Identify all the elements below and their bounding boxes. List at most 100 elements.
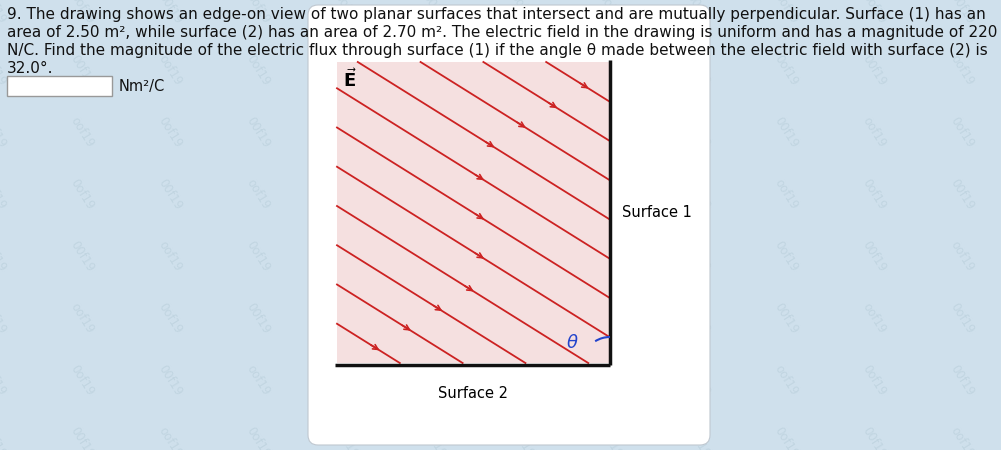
Text: 0of19: 0of19 (0, 425, 9, 450)
Text: 00f19: 00f19 (948, 176, 977, 212)
Text: 00f19: 00f19 (0, 301, 9, 336)
Text: 00f19: 00f19 (332, 238, 361, 274)
Text: oof19: oof19 (156, 239, 185, 274)
Text: oof19: oof19 (772, 363, 801, 398)
Text: 0of19: 0of19 (860, 0, 889, 26)
Text: N/C. Find the magnitude of the electric flux through surface (1) if the angle θ : N/C. Find the magnitude of the electric … (7, 43, 988, 58)
Text: 00f19: 00f19 (772, 301, 801, 336)
Text: oof19: oof19 (508, 177, 537, 212)
Text: 00f19: 00f19 (596, 424, 625, 450)
Text: 0of19: 0of19 (596, 363, 625, 398)
Text: 00f19: 00f19 (68, 238, 97, 274)
Text: 0of19: 0of19 (244, 425, 273, 450)
Text: 00f19: 00f19 (332, 424, 361, 450)
Text: 0of19: 0of19 (156, 115, 185, 150)
Text: 0of19: 0of19 (948, 301, 977, 336)
Text: 00f19: 00f19 (508, 301, 537, 336)
Text: oof19: oof19 (948, 53, 977, 88)
Text: 0of19: 0of19 (0, 53, 9, 88)
Text: 00f19: 00f19 (420, 176, 449, 212)
Text: 0of19: 0of19 (332, 0, 360, 26)
Text: oof19: oof19 (68, 301, 97, 336)
Text: Nm²/C: Nm²/C (119, 78, 165, 94)
Text: oof19: oof19 (684, 425, 713, 450)
Text: 0of19: 0of19 (772, 53, 801, 88)
Text: oof19: oof19 (244, 363, 272, 398)
Text: 0of19: 0of19 (156, 301, 185, 336)
Text: oof19: oof19 (596, 115, 625, 150)
Text: Surface 1: Surface 1 (622, 205, 692, 220)
FancyBboxPatch shape (308, 5, 710, 445)
Text: 0of19: 0of19 (244, 238, 273, 274)
Text: oof19: oof19 (772, 0, 801, 26)
Text: 00f19: 00f19 (948, 362, 977, 398)
Text: 00f19: 00f19 (860, 238, 889, 274)
Text: 00f19: 00f19 (508, 114, 537, 150)
Text: 0of19: 0of19 (68, 0, 97, 26)
Text: 00f19: 00f19 (772, 114, 801, 150)
Text: oof19: oof19 (684, 239, 713, 274)
Text: oof19: oof19 (948, 425, 977, 450)
Text: 32.0°.: 32.0°. (7, 61, 53, 76)
Text: 00f19: 00f19 (948, 0, 977, 26)
Text: oof19: oof19 (420, 239, 448, 274)
Text: 00f19: 00f19 (420, 362, 449, 398)
Text: 00f19: 00f19 (684, 362, 713, 398)
Text: 00f19: 00f19 (0, 114, 9, 150)
Text: 0of19: 0of19 (772, 238, 801, 274)
Text: 0of19: 0of19 (0, 238, 9, 274)
Text: 9. The drawing shows an edge-on view of two planar surfaces that intersect and a: 9. The drawing shows an edge-on view of … (7, 7, 986, 22)
Text: 0of19: 0of19 (420, 115, 448, 150)
Text: 00f19: 00f19 (684, 0, 713, 26)
FancyBboxPatch shape (7, 76, 112, 96)
Text: 00f19: 00f19 (596, 238, 625, 274)
Text: 0of19: 0of19 (684, 115, 713, 150)
Text: oof19: oof19 (156, 425, 185, 450)
Text: oof19: oof19 (68, 115, 97, 150)
Text: oof19: oof19 (860, 301, 889, 336)
Text: 00f19: 00f19 (332, 52, 361, 88)
Text: 00f19: 00f19 (68, 424, 97, 450)
Text: oof19: oof19 (772, 177, 801, 212)
Bar (337, 62, 609, 363)
Text: oof19: oof19 (508, 363, 537, 398)
Text: 00f19: 00f19 (156, 362, 185, 398)
Text: 00f19: 00f19 (244, 301, 273, 336)
Text: $\vec{\mathbf{E}}$: $\vec{\mathbf{E}}$ (343, 68, 357, 91)
Text: 00f19: 00f19 (596, 52, 625, 88)
Text: 0of19: 0of19 (860, 363, 889, 398)
Text: $\theta$: $\theta$ (566, 334, 579, 352)
Text: 0of19: 0of19 (244, 53, 273, 88)
Text: 00f19: 00f19 (860, 424, 889, 450)
Text: 0of19: 0of19 (596, 0, 625, 26)
Text: Surface 2: Surface 2 (437, 386, 508, 400)
Text: oof19: oof19 (332, 115, 360, 150)
Text: oof19: oof19 (0, 0, 9, 26)
Text: 0of19: 0of19 (508, 53, 537, 88)
Text: 0of19: 0of19 (508, 425, 537, 450)
Text: oof19: oof19 (860, 115, 889, 150)
Text: 00f19: 00f19 (244, 114, 273, 150)
Text: 0of19: 0of19 (860, 176, 889, 212)
Text: 00f19: 00f19 (684, 176, 713, 212)
Text: 00f19: 00f19 (68, 52, 97, 88)
Text: 0of19: 0of19 (68, 363, 97, 398)
Text: 0of19: 0of19 (332, 363, 360, 398)
Text: oof19: oof19 (332, 301, 360, 336)
Text: oof19: oof19 (0, 177, 9, 212)
Text: 00f19: 00f19 (156, 0, 185, 26)
Text: 00f19: 00f19 (860, 52, 889, 88)
Text: 00f19: 00f19 (420, 0, 449, 26)
Text: oof19: oof19 (948, 239, 977, 274)
Text: oof19: oof19 (420, 53, 448, 88)
Text: 0of19: 0of19 (68, 176, 97, 212)
Text: oof19: oof19 (508, 0, 537, 26)
Text: oof19: oof19 (0, 363, 9, 398)
Text: area of 2.50 m², while surface (2) has an area of 2.70 m². The electric field in: area of 2.50 m², while surface (2) has a… (7, 25, 997, 40)
Text: 00f19: 00f19 (156, 176, 185, 212)
Text: 0of19: 0of19 (948, 115, 977, 150)
Text: 0of19: 0of19 (332, 176, 360, 212)
Text: 0of19: 0of19 (772, 425, 801, 450)
Text: oof19: oof19 (244, 177, 272, 212)
Text: oof19: oof19 (420, 425, 448, 450)
